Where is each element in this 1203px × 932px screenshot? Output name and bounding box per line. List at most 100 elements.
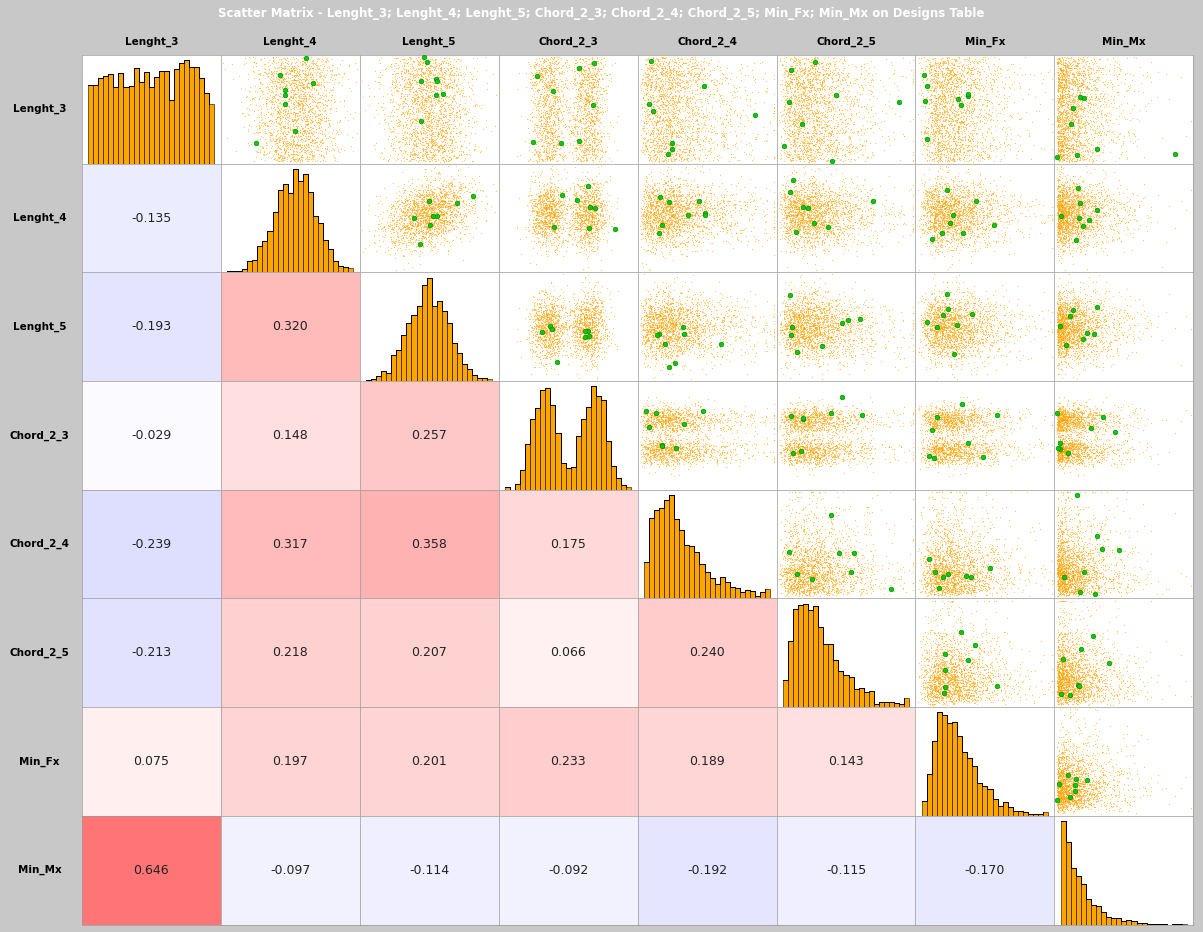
Point [715, 139, 734, 154]
Point [801, 580, 820, 595]
Point [1053, 349, 1072, 363]
Point [757, 148, 776, 163]
Point [263, 147, 283, 162]
Point [812, 411, 831, 426]
Point [800, 224, 819, 239]
Point [391, 89, 410, 103]
Point [946, 407, 965, 422]
Point [541, 124, 561, 139]
Point [810, 195, 829, 210]
Point [1095, 673, 1114, 688]
Point [926, 435, 946, 450]
Point [575, 316, 594, 331]
Point [575, 271, 594, 286]
Point [1056, 186, 1075, 201]
Point [1053, 309, 1072, 324]
Point [784, 314, 804, 329]
Point [1071, 322, 1090, 336]
Point [443, 213, 462, 228]
Point [1068, 226, 1088, 240]
Point [924, 267, 943, 281]
Point [1053, 547, 1072, 562]
Point [537, 215, 556, 230]
Point [1057, 784, 1077, 799]
Point [1177, 770, 1196, 785]
Point [678, 439, 698, 454]
Point [1050, 579, 1069, 594]
Point [262, 91, 282, 106]
Point [836, 434, 855, 449]
Point [944, 133, 964, 148]
Point [645, 119, 664, 134]
Point [929, 308, 948, 323]
Point [1071, 291, 1090, 306]
Point [1068, 449, 1088, 464]
Point [1074, 227, 1094, 242]
Point [948, 239, 967, 254]
Point [925, 556, 944, 571]
Point [251, 113, 271, 128]
Point [937, 677, 956, 692]
Point [931, 446, 950, 461]
Point [301, 112, 320, 127]
Point [819, 566, 838, 581]
Point [1079, 208, 1098, 223]
Point [711, 356, 730, 371]
Point [1060, 710, 1079, 725]
Point [422, 206, 442, 221]
Point [810, 103, 829, 118]
Point [812, 235, 831, 250]
Point [930, 676, 949, 691]
Point [829, 555, 848, 570]
Point [650, 206, 669, 221]
Point [935, 195, 954, 210]
Point [1048, 114, 1067, 129]
Bar [556, 433, 561, 490]
Point [1062, 521, 1081, 536]
Point [433, 178, 452, 193]
Point [853, 147, 872, 162]
Point [659, 64, 678, 79]
Point [1051, 140, 1071, 155]
Point [798, 219, 817, 234]
Point [1062, 331, 1081, 346]
Point [795, 328, 814, 343]
Point [934, 686, 953, 701]
Point [284, 153, 303, 168]
Point [1053, 444, 1072, 459]
Point [269, 134, 289, 149]
Point [806, 303, 825, 318]
Point [1053, 682, 1072, 697]
Point [1112, 96, 1131, 111]
Point [926, 559, 946, 574]
Point [288, 124, 307, 139]
Point [947, 415, 966, 430]
Point [841, 102, 860, 116]
Point [931, 119, 950, 134]
Point [917, 535, 936, 550]
Point [1053, 453, 1072, 468]
Point [917, 53, 936, 68]
Point [964, 197, 983, 212]
Point [813, 454, 832, 469]
Point [1053, 186, 1072, 201]
Point [267, 81, 286, 96]
Point [598, 212, 617, 226]
Point [666, 319, 686, 334]
Point [784, 561, 804, 576]
Point [956, 208, 976, 223]
Point [932, 409, 952, 424]
Point [431, 75, 450, 90]
Point [978, 443, 997, 458]
Point [816, 203, 835, 218]
Point [1092, 403, 1112, 418]
Point [954, 130, 973, 144]
Point [968, 678, 988, 693]
Point [788, 579, 807, 594]
Point [952, 404, 971, 419]
Point [828, 317, 847, 332]
Point [1049, 313, 1068, 328]
Point [930, 226, 949, 240]
Point [1050, 144, 1069, 159]
Point [863, 194, 882, 209]
